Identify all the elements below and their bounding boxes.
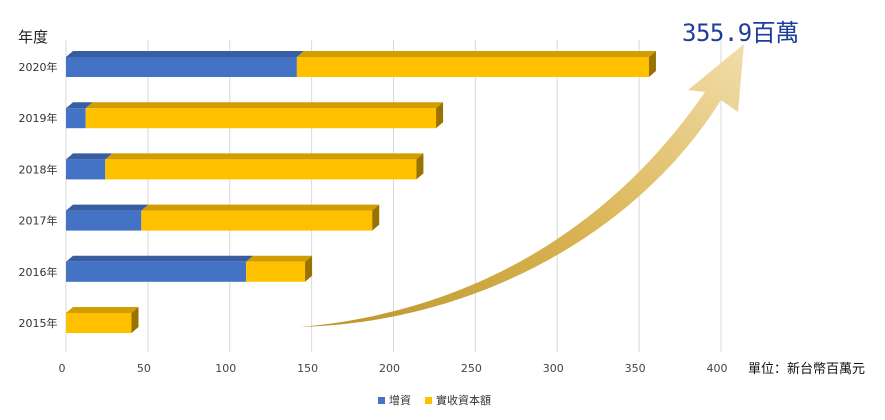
bar-front-face — [296, 57, 649, 77]
bar-top-face — [296, 51, 656, 57]
category-label: 2018年 — [19, 162, 58, 176]
x-tick-label: 50 — [137, 362, 151, 375]
x-tick-label: 100 — [215, 362, 236, 375]
bar-segment — [66, 102, 93, 129]
x-tick-label: 300 — [543, 362, 564, 375]
bar-front-face — [66, 313, 132, 333]
bar-segment — [85, 102, 444, 129]
legend-item-paid-in-capital: 實收資本額 — [425, 392, 491, 408]
bar-side-face — [648, 51, 656, 77]
category-label: 2020年 — [19, 60, 58, 74]
bar-front-face — [246, 261, 306, 282]
bar-segment — [66, 307, 139, 333]
legend-label: 實收資本額 — [436, 394, 491, 407]
bar-side-face — [305, 255, 313, 282]
bar-side-face — [416, 153, 424, 180]
bar-top-face — [66, 102, 93, 109]
bar-side-face — [131, 307, 139, 333]
bar-segment — [66, 204, 149, 231]
bar-segment — [141, 204, 380, 231]
total-callout: 355.9百萬 — [682, 19, 799, 47]
category-label: 2015年 — [19, 316, 58, 330]
bar-segment — [105, 153, 424, 180]
bar-side-face — [436, 102, 444, 129]
bar-front-face — [66, 57, 297, 77]
legend-label: 增資 — [389, 394, 411, 407]
category-label: 2017年 — [19, 214, 58, 228]
bar-top-face — [66, 255, 254, 262]
category-label: 2019年 — [19, 111, 58, 125]
bar-front-face — [66, 261, 247, 282]
bars — [66, 51, 656, 333]
bar-top-face — [66, 204, 149, 211]
bar-front-face — [141, 210, 373, 231]
y-axis-categories: 2020年 2019年 2018年 2017年 2016年 2015年 — [19, 60, 58, 330]
x-axis-ticks: 0 50 100 150 200 250 300 350 400 — [59, 362, 728, 375]
bar-side-face — [372, 204, 380, 231]
bar-top-face — [66, 153, 113, 160]
bar-top-face — [141, 204, 380, 211]
bar-top-face — [66, 51, 304, 57]
bar-segment — [66, 255, 254, 282]
legend-swatch-yellow — [425, 396, 432, 404]
legend-swatch-blue — [378, 396, 385, 404]
bar-segment — [296, 51, 656, 77]
bar-segment — [246, 255, 313, 282]
bar-front-face — [66, 159, 106, 180]
bar-front-face — [105, 159, 417, 180]
x-tick-label: 0 — [59, 362, 66, 375]
bar-top-face — [105, 153, 424, 160]
unit-label: 單位：新台幣百萬元 — [748, 362, 866, 377]
bar-top-face — [246, 255, 313, 262]
x-tick-label: 350 — [625, 362, 646, 375]
y-axis-title: 年度 — [18, 28, 49, 46]
legend-item-capital-increase: 增資 — [378, 392, 411, 408]
bar-segment — [66, 51, 304, 77]
category-label: 2016年 — [19, 265, 58, 279]
bar-front-face — [85, 108, 437, 129]
x-tick-label: 400 — [707, 362, 728, 375]
x-tick-label: 150 — [297, 362, 318, 375]
gridlines — [65, 40, 722, 352]
legend: 增資 實收資本額 — [378, 392, 491, 408]
bar-segment — [66, 153, 113, 180]
bar-top-face — [66, 307, 139, 313]
x-tick-label: 250 — [461, 362, 482, 375]
x-tick-label: 200 — [379, 362, 400, 375]
bar-top-face — [85, 102, 444, 109]
bar-front-face — [66, 108, 86, 129]
growth-arrow — [300, 44, 744, 327]
bar-front-face — [66, 210, 142, 231]
